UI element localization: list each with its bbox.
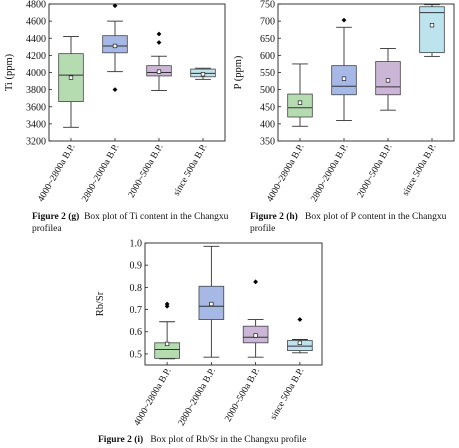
caption-g-text: Box plot of Ti content in the Changxu pr… bbox=[32, 212, 229, 234]
box-g-2 bbox=[146, 31, 172, 91]
x-tick-label-i-1: 2800~2000a B.P. bbox=[177, 367, 218, 428]
box-i-2 bbox=[242, 279, 269, 358]
mean-marker-g-0 bbox=[68, 75, 74, 80]
box-h-2 bbox=[375, 48, 401, 111]
mean-marker-g-1 bbox=[112, 43, 118, 49]
caption-i-label: Figure 2 (i) bbox=[98, 435, 144, 445]
outlier-g-2-0 bbox=[156, 31, 162, 37]
y-axis-label-i: Rb/Sr bbox=[95, 291, 106, 316]
outlier-i-3-0 bbox=[297, 317, 303, 322]
mean-marker-i-2 bbox=[253, 333, 258, 338]
box-g-0 bbox=[58, 36, 84, 128]
x-tick-label-i-2: 2000~500a B.P. bbox=[223, 367, 262, 424]
x-tick-label-g-2: 2000~500a B.P. bbox=[127, 143, 166, 200]
mean-marker-i-0 bbox=[164, 341, 170, 347]
plot-i: 0.5 0.6 0.7 0.8 0.9 1.0 Rb/Sr 4000~2800a B.P. 28… bbox=[95, 239, 323, 428]
iqr-box-h-0 bbox=[287, 93, 313, 118]
caption-h: Figure 2 (h) Box plot of P content in th… bbox=[250, 211, 455, 235]
iqr-box-h-3 bbox=[419, 6, 445, 54]
x-tick-label-i-3: since 500a B.P. bbox=[269, 367, 307, 422]
x-tick-label-i-0: 4000~2800a B.P. bbox=[133, 367, 174, 428]
y-tick-label-i-2: 0.7 bbox=[130, 305, 143, 316]
mean-marker-h-1 bbox=[341, 76, 347, 81]
plot-h: 350 400 450 500 550 600 650 700 750 P (ppm) 4000~2… bbox=[233, 0, 455, 204]
y-tick-label-i-1: 0.6 bbox=[130, 327, 143, 338]
y-tick-label-g-3: 3800 bbox=[26, 85, 46, 96]
y-tick-label-g-7: 4600 bbox=[26, 17, 46, 28]
outlier-g-2-1 bbox=[156, 40, 162, 45]
x-tick-label-g-0: 4000~2800a B.P. bbox=[36, 143, 77, 204]
y-axis-label-h: P (ppm) bbox=[233, 55, 244, 89]
plot-frame-i bbox=[144, 242, 323, 366]
mean-marker-h-2 bbox=[385, 78, 391, 83]
y-tick-label-i-5: 1.0 bbox=[130, 239, 143, 250]
iqr-box-i-3 bbox=[287, 340, 313, 351]
y-tick-label-g-5: 4200 bbox=[26, 51, 46, 62]
box-i-1 bbox=[198, 245, 225, 358]
outlier-g-1-1 bbox=[112, 87, 118, 93]
iqr-box-h-2 bbox=[375, 61, 401, 96]
x-tick-label-h-1: 2800~2000a B.P. bbox=[309, 143, 350, 204]
y-tick-label-h-4: 550 bbox=[260, 68, 275, 79]
mean-marker-i-1 bbox=[209, 301, 214, 307]
y-tick-label-i-0: 0.5 bbox=[130, 349, 143, 360]
x-tick-label-g-3: since 500a B.P. bbox=[172, 143, 210, 198]
box-h-0 bbox=[287, 63, 313, 127]
box-i-3 bbox=[287, 317, 313, 354]
y-tick-label-h-6: 650 bbox=[260, 34, 275, 45]
box-g-3 bbox=[190, 67, 216, 80]
x-tick-label-g-1: 2800~2000a B.P. bbox=[80, 143, 121, 204]
caption-i: Figure 2 (i) Box plot of Rb/Sr in the Ch… bbox=[98, 434, 398, 446]
outlier-g-1-0 bbox=[112, 3, 118, 9]
x-tick-label-h-2: 2000~500a B.P. bbox=[356, 143, 395, 200]
box-i-0 bbox=[154, 301, 180, 360]
mean-marker-g-3 bbox=[200, 72, 206, 77]
y-tick-label-i-3: 0.8 bbox=[130, 283, 143, 294]
y-tick-label-h-5: 600 bbox=[260, 51, 275, 62]
outlier-i-0-1 bbox=[164, 303, 170, 309]
y-tick-label-g-1: 3400 bbox=[26, 119, 46, 130]
caption-h-text: Box plot of P content in the Changxu pro… bbox=[250, 212, 447, 234]
y-tick-label-h-1: 400 bbox=[260, 119, 275, 130]
x-tick-label-h-3: since 500a B.P. bbox=[401, 143, 439, 198]
y-tick-label-h-2: 450 bbox=[260, 102, 275, 113]
x-tick-label-h-0: 4000~2800a B.P. bbox=[265, 143, 306, 204]
y-tick-label-g-8: 4800 bbox=[26, 0, 46, 11]
y-tick-label-g-6: 4400 bbox=[26, 34, 46, 45]
y-tick-label-g-4: 4000 bbox=[26, 68, 46, 79]
y-tick-label-g-0: 3200 bbox=[26, 137, 46, 148]
y-tick-label-h-0: 350 bbox=[260, 137, 275, 148]
box-h-1 bbox=[331, 17, 357, 121]
box-g-1 bbox=[102, 3, 128, 93]
caption-g-label: Figure 2 (g) bbox=[32, 212, 80, 222]
caption-h-label: Figure 2 (h) bbox=[250, 212, 298, 222]
y-tick-label-i-4: 0.9 bbox=[130, 261, 143, 272]
iqr-box-g-0 bbox=[58, 53, 84, 103]
caption-g: Figure 2 (g) Box plot of Ti content in t… bbox=[32, 211, 232, 235]
y-axis-label-g: Ti (ppm) bbox=[4, 53, 15, 91]
plot-g: 3200 3400 3600 3800 4000 4200 4400 4600 4800 Ti (… bbox=[4, 0, 226, 204]
mean-marker-i-3 bbox=[297, 340, 303, 345]
caption-i-text: Box plot of Rb/Sr in the Changxu profile bbox=[150, 435, 307, 445]
y-tick-label-g-2: 3600 bbox=[26, 102, 46, 113]
mean-marker-h-0 bbox=[297, 100, 303, 105]
y-tick-label-h-7: 700 bbox=[260, 17, 275, 28]
outlier-h-1-0 bbox=[341, 17, 347, 23]
mean-marker-h-3 bbox=[429, 23, 435, 28]
box-h-3 bbox=[419, 4, 445, 57]
outlier-i-2-0 bbox=[253, 279, 259, 285]
y-tick-label-h-3: 500 bbox=[260, 85, 275, 96]
y-tick-label-h-8: 750 bbox=[260, 0, 275, 11]
mean-marker-g-2 bbox=[156, 69, 162, 74]
